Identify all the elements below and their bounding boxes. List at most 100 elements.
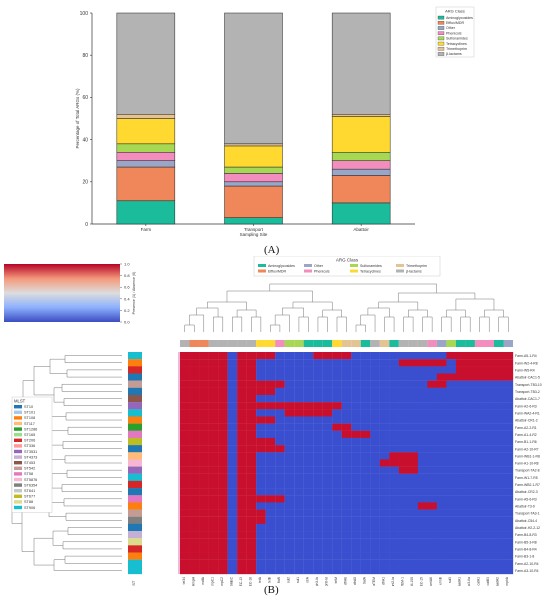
heatmap-cell bbox=[360, 445, 371, 453]
heatmap-cell bbox=[436, 387, 447, 396]
heatmap-cell bbox=[389, 416, 399, 424]
heatmap-cell bbox=[417, 516, 428, 525]
heatmap-cell bbox=[360, 402, 371, 410]
heatmap-cell bbox=[303, 516, 314, 525]
heatmap-cell bbox=[341, 466, 352, 474]
heatmap-cell bbox=[465, 480, 476, 489]
heatmap-cell bbox=[474, 394, 485, 403]
heatmap-cell bbox=[341, 495, 352, 503]
heatmap-cell bbox=[379, 423, 390, 431]
column-dendrogram-branch bbox=[479, 316, 490, 332]
heatmap-cell bbox=[218, 380, 228, 388]
bar-segment-transport bbox=[224, 166, 283, 174]
heatmap-cell bbox=[275, 473, 285, 482]
heatmap-cell bbox=[303, 352, 314, 360]
row-label: Farm-A3-10-R4 bbox=[515, 569, 539, 573]
heatmap-cell bbox=[256, 509, 266, 517]
heatmap-cell bbox=[256, 559, 266, 567]
column-dendrogram-branch bbox=[236, 309, 257, 317]
heatmap-cell bbox=[303, 380, 314, 388]
heatmap-cell bbox=[294, 387, 304, 396]
heatmap-cell bbox=[465, 488, 476, 496]
bar-segment-farm bbox=[116, 118, 176, 145]
heatmap-cell bbox=[389, 430, 399, 439]
column-dendrogram-branch bbox=[408, 309, 428, 317]
column-class-cell bbox=[218, 340, 228, 347]
heatmap-cell bbox=[465, 516, 476, 525]
heatmap-cell bbox=[493, 409, 504, 417]
row-label: Farm-A2-2-R1 bbox=[515, 426, 537, 430]
heatmap-cell bbox=[417, 459, 428, 467]
heatmap-cell bbox=[294, 509, 304, 517]
heatmap-cell bbox=[227, 409, 238, 417]
heatmap-cell bbox=[360, 459, 371, 467]
heatmap-cell bbox=[332, 488, 342, 496]
heatmap-cell bbox=[322, 488, 333, 496]
heatmap-cell bbox=[265, 423, 276, 431]
heatmap-cell bbox=[294, 531, 304, 539]
mlst-strip-cell bbox=[128, 552, 142, 560]
heatmap-cell bbox=[199, 488, 209, 496]
heatmap-cell bbox=[180, 445, 190, 453]
heatmap-cell bbox=[199, 402, 209, 410]
heatmap-cell bbox=[256, 538, 266, 546]
heatmap-cell bbox=[189, 352, 200, 360]
column-class-cell bbox=[180, 340, 190, 347]
arg-legend-swatch bbox=[350, 264, 358, 267]
legend-swatch bbox=[437, 31, 445, 35]
heatmap-cell bbox=[294, 402, 304, 410]
heatmap-cell bbox=[398, 516, 409, 525]
row-label: Transport-TA2-8 bbox=[515, 469, 540, 473]
heatmap-cell bbox=[180, 531, 190, 539]
heatmap-cell bbox=[265, 394, 276, 403]
mlst-legend-label: ST677 bbox=[24, 495, 35, 499]
heatmap-cell bbox=[360, 502, 371, 510]
heatmap-cell bbox=[379, 473, 390, 482]
heatmap-cell bbox=[256, 373, 266, 381]
heatmap-cell bbox=[246, 559, 257, 567]
heatmap-cell bbox=[313, 538, 323, 546]
heatmap-cell bbox=[341, 488, 352, 496]
heatmap-cell bbox=[398, 373, 409, 381]
heatmap-cell bbox=[360, 531, 371, 539]
arg-legend-label: Aminoglycosides bbox=[268, 264, 295, 268]
heatmap-cell bbox=[389, 509, 399, 517]
heatmap-cell bbox=[484, 488, 495, 496]
heatmap-cell bbox=[408, 502, 419, 510]
heatmap-cell bbox=[446, 352, 457, 360]
heatmap-cell bbox=[265, 452, 276, 460]
heatmap-cell bbox=[455, 445, 466, 453]
heatmap-cell bbox=[322, 459, 333, 467]
heatmap-cell bbox=[246, 495, 257, 503]
heatmap-cell bbox=[465, 523, 476, 532]
heatmap-cell bbox=[189, 509, 200, 517]
heatmap-cell bbox=[360, 359, 371, 367]
heatmap-cell bbox=[246, 459, 257, 467]
heatmap-cell bbox=[332, 394, 342, 403]
heatmap-cell bbox=[246, 380, 257, 388]
heatmap-cell bbox=[284, 523, 295, 532]
heatmap-cell bbox=[256, 387, 266, 396]
heatmap-cell bbox=[351, 488, 361, 496]
heatmap-cell bbox=[256, 352, 266, 360]
heatmap-cell bbox=[427, 502, 438, 510]
heatmap-cell bbox=[446, 445, 457, 453]
heatmap-cell bbox=[294, 430, 304, 439]
legend-label: Other bbox=[446, 26, 456, 30]
heatmap-cell bbox=[493, 488, 504, 496]
heatmap-cell bbox=[446, 502, 457, 510]
heatmap-cell bbox=[180, 359, 190, 367]
heatmap-cell bbox=[256, 445, 266, 453]
mlst-strip-cell bbox=[128, 473, 142, 482]
heatmap-cell bbox=[294, 495, 304, 503]
heatmap-cell bbox=[246, 488, 257, 496]
column-class-cell bbox=[417, 340, 428, 347]
heatmap-cell bbox=[303, 538, 314, 546]
heatmap-cell bbox=[322, 373, 333, 381]
heatmap-cell bbox=[189, 545, 200, 553]
heatmap-cell bbox=[256, 545, 266, 553]
heatmap-cell bbox=[294, 523, 304, 532]
heatmap-cell bbox=[484, 445, 495, 453]
heatmap-cell bbox=[370, 352, 380, 360]
heatmap-cell bbox=[351, 495, 361, 503]
